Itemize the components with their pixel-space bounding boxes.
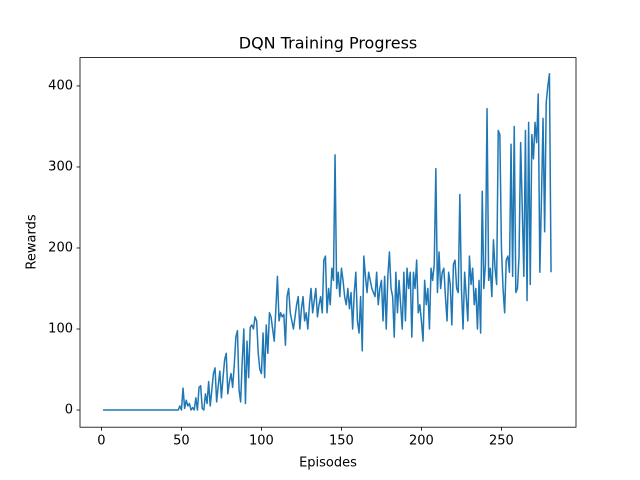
x-tick-label: 150 — [329, 434, 354, 449]
y-tick-label: 100 — [48, 322, 73, 337]
y-tick-label: 400 — [48, 78, 73, 93]
data-line — [103, 73, 552, 411]
plot-frame — [79, 57, 577, 428]
y-axis-label: Rewards — [25, 214, 40, 269]
x-tick-label: 200 — [409, 434, 434, 449]
x-tick-label: 100 — [249, 434, 274, 449]
y-tick-label: 0 — [65, 403, 73, 418]
x-tick-label: 0 — [97, 434, 105, 449]
x-tick-label: 50 — [173, 434, 190, 449]
y-tick-label: 300 — [48, 159, 73, 174]
x-axis-label: Episodes — [299, 456, 357, 471]
x-tick-label: 250 — [489, 434, 514, 449]
y-tick-label: 200 — [48, 240, 73, 255]
chart-title: DQN Training Progress — [239, 34, 417, 53]
